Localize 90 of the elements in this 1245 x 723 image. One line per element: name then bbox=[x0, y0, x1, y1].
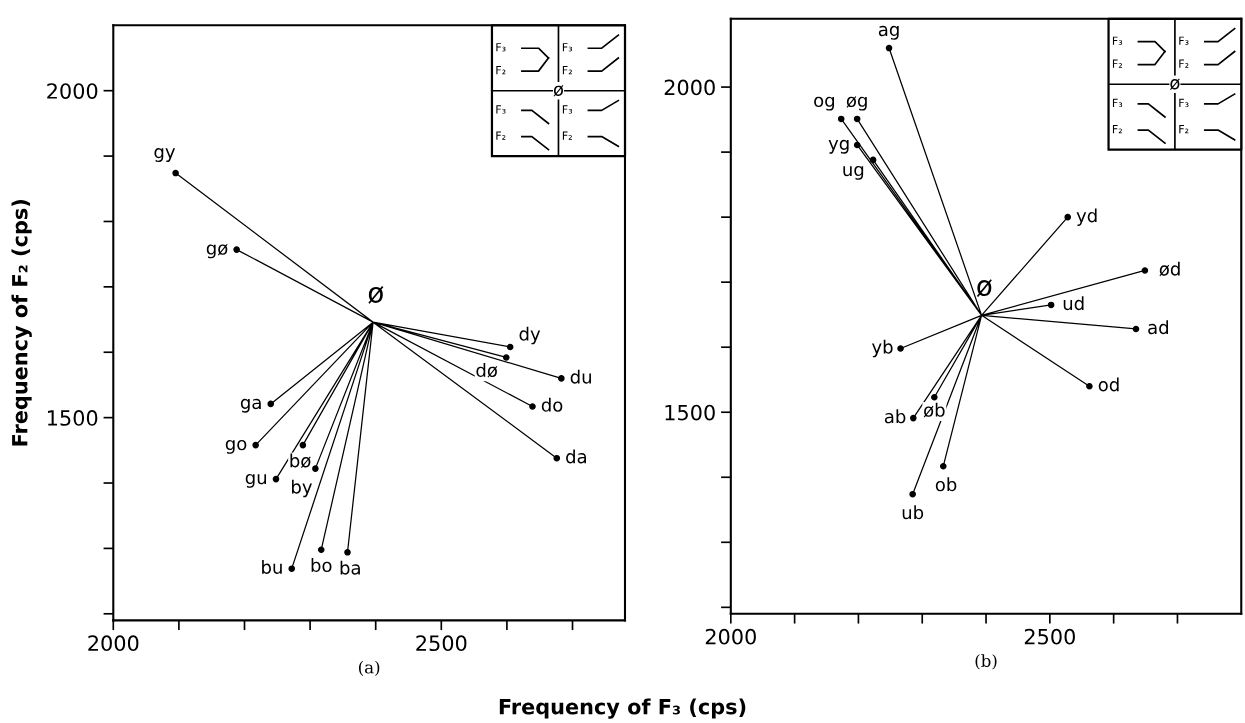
point bbox=[885, 44, 893, 52]
annotation: F₃ bbox=[496, 43, 506, 52]
annotation: F₂ bbox=[562, 131, 572, 140]
annotation: F₂ bbox=[1112, 125, 1123, 134]
annotation: F₂ bbox=[1112, 59, 1123, 68]
annotation: ø bbox=[976, 279, 992, 297]
annotation: dø bbox=[476, 363, 498, 378]
annotation: F₃ bbox=[562, 43, 573, 52]
point bbox=[939, 462, 947, 470]
annotation: ød bbox=[1159, 261, 1180, 277]
annotation: og bbox=[814, 96, 834, 111]
annotation: bø bbox=[290, 453, 311, 468]
x-tick-label: 2500 bbox=[416, 635, 467, 652]
x-tick-label: 2500 bbox=[1024, 628, 1075, 645]
annotation: gø bbox=[206, 243, 228, 259]
annotation: F₃ bbox=[496, 105, 506, 114]
annotation: ba bbox=[340, 560, 360, 575]
point bbox=[252, 441, 259, 449]
y-axis-title: Frequency of F₂ (cps) bbox=[11, 200, 32, 446]
point bbox=[288, 565, 296, 572]
point bbox=[837, 115, 845, 123]
x-axis-title: (a) bbox=[358, 660, 380, 676]
annotation: F₂ bbox=[562, 66, 572, 75]
point bbox=[558, 375, 565, 382]
text: Frequency of F₃ (cps) bbox=[499, 698, 746, 719]
point bbox=[1141, 267, 1149, 274]
x-tick-label: 2000 bbox=[705, 628, 756, 645]
y-tick-label: 1500 bbox=[665, 404, 715, 421]
annotation: F₂ bbox=[496, 66, 506, 75]
annotation: ag bbox=[878, 25, 899, 40]
annotation: yd bbox=[1076, 208, 1097, 226]
annotation: F₂ bbox=[1179, 59, 1189, 68]
point bbox=[553, 454, 561, 462]
point bbox=[272, 475, 280, 483]
annotation: yb bbox=[871, 339, 893, 358]
annotation: ub bbox=[902, 505, 924, 520]
annotation: F₃ bbox=[562, 105, 573, 114]
point bbox=[909, 490, 916, 498]
annotation: gu bbox=[245, 473, 267, 488]
annotation: yg bbox=[828, 139, 849, 154]
annotation: ob bbox=[935, 477, 957, 492]
annotation: ud bbox=[1063, 296, 1084, 311]
annotation: F₃ bbox=[1112, 98, 1123, 108]
annotation: F₂ bbox=[496, 131, 506, 140]
annotation: øb bbox=[923, 402, 945, 418]
annotation: da bbox=[566, 449, 586, 464]
point bbox=[299, 441, 307, 449]
annotation: ø bbox=[1170, 78, 1180, 91]
annotation: ab bbox=[884, 409, 906, 424]
point bbox=[1064, 213, 1072, 221]
point bbox=[172, 169, 179, 177]
point bbox=[233, 246, 240, 253]
point bbox=[1132, 325, 1140, 333]
x-axis-title: (b) bbox=[975, 654, 997, 670]
y-tick-label: 1500 bbox=[47, 410, 98, 426]
point bbox=[931, 393, 938, 401]
annotation: ø bbox=[553, 85, 564, 97]
annotation: øg bbox=[846, 96, 867, 111]
annotation: bu bbox=[262, 559, 282, 574]
annotation: by bbox=[292, 479, 312, 498]
x-tick-label: 2000 bbox=[88, 635, 139, 652]
point bbox=[267, 400, 275, 408]
annotation: ø bbox=[368, 286, 384, 304]
point bbox=[529, 403, 536, 410]
annotation: ga bbox=[240, 398, 261, 413]
point bbox=[1086, 382, 1093, 390]
annotation: ad bbox=[1148, 320, 1168, 335]
point bbox=[502, 354, 510, 361]
annotation: F₃ bbox=[1179, 98, 1189, 108]
point bbox=[317, 546, 325, 554]
annotation: ug bbox=[843, 165, 864, 180]
point bbox=[506, 343, 514, 351]
annotation: od bbox=[1098, 377, 1119, 392]
point bbox=[853, 115, 861, 123]
annotation: dy bbox=[519, 326, 541, 345]
annotation: go bbox=[225, 439, 247, 454]
annotation: bo bbox=[311, 558, 332, 573]
annotation: F₃ bbox=[1179, 36, 1189, 45]
point bbox=[897, 345, 904, 352]
annotation: do bbox=[541, 397, 563, 412]
annotation: du bbox=[570, 369, 591, 384]
point bbox=[853, 141, 861, 149]
point bbox=[344, 549, 351, 556]
annotation: F₃ bbox=[1112, 36, 1123, 45]
point bbox=[869, 156, 877, 164]
annotation: gy bbox=[154, 148, 176, 162]
annotation: F₂ bbox=[1179, 125, 1189, 134]
point bbox=[1047, 301, 1055, 309]
point bbox=[312, 465, 319, 472]
point bbox=[910, 414, 917, 422]
